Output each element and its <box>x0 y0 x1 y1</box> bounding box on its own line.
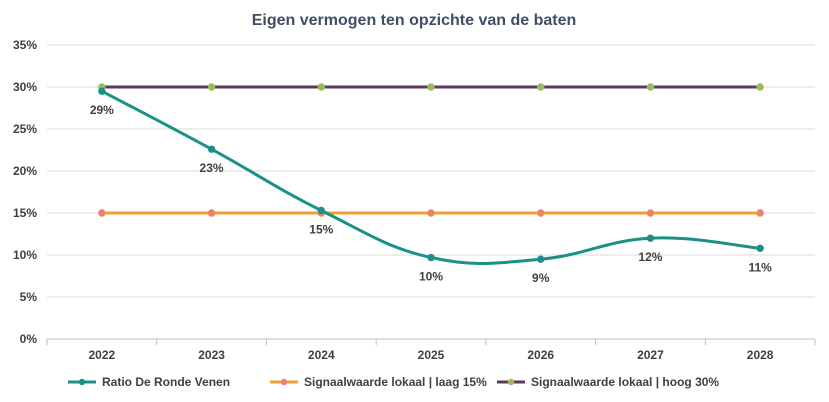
x-tick-label: 2022 <box>89 348 116 362</box>
data-point <box>646 234 655 242</box>
data-label: 9% <box>532 271 550 285</box>
legend-label: Ratio De Ronde Venen <box>102 375 230 389</box>
data-point <box>427 83 435 91</box>
y-tick-label: 25% <box>13 122 37 136</box>
chart-title: Eigen vermogen ten opzichte van de baten <box>252 12 577 29</box>
data-point <box>207 209 216 217</box>
data-point <box>537 255 545 263</box>
x-tick-label: 2026 <box>527 348 554 362</box>
data-label: 12% <box>638 250 662 264</box>
data-point <box>207 83 216 91</box>
x-tick-label: 2027 <box>637 348 664 362</box>
data-point <box>756 209 764 217</box>
data-point <box>207 145 216 153</box>
x-tick-label: 2028 <box>747 348 774 362</box>
data-label: 29% <box>90 103 114 117</box>
y-tick-label: 35% <box>13 38 37 52</box>
legend-marker <box>78 378 86 386</box>
y-axis-ticks: 0% 5% 10% 15% 20% 25% 30% 35% <box>13 38 37 346</box>
y-tick-label: 15% <box>13 206 37 220</box>
legend-label: Signaalwaarde lokaal | laag 15% <box>304 375 487 389</box>
data-label: 11% <box>748 260 772 274</box>
data-point <box>427 209 435 217</box>
y-tick-label: 30% <box>13 80 37 94</box>
y-tick-label: 20% <box>13 164 37 178</box>
data-point <box>98 87 106 95</box>
data-labels: 29% 23% 15% 10% 9% 12% 11% <box>90 103 772 285</box>
series-line <box>100 89 762 266</box>
data-point <box>427 253 435 262</box>
data-point <box>756 244 764 252</box>
data-point <box>756 83 764 91</box>
data-label: 10% <box>419 270 443 284</box>
series-layer <box>98 83 764 266</box>
x-tick-label: 2023 <box>198 348 225 362</box>
data-point <box>646 83 655 91</box>
x-axis-ticks: 2022 2023 2024 2025 2026 2027 2028 <box>89 348 774 362</box>
data-label: 23% <box>200 161 224 175</box>
legend-label: Signaalwaarde lokaal | hoog 30% <box>531 375 719 389</box>
data-label: 15% <box>309 222 333 236</box>
y-tick-label: 5% <box>20 290 38 304</box>
data-point <box>537 209 545 217</box>
legend: Ratio De Ronde Venen Signaalwaarde lokaal… <box>68 375 719 389</box>
data-point <box>317 206 325 215</box>
legend-marker <box>507 378 515 386</box>
y-tick-label: 10% <box>13 248 37 262</box>
x-tick-label: 2025 <box>418 348 445 362</box>
data-point <box>646 209 655 217</box>
data-point <box>98 209 106 217</box>
legend-marker <box>280 378 288 386</box>
data-point <box>317 83 325 91</box>
x-tick-label: 2024 <box>308 348 335 362</box>
data-point <box>537 83 545 91</box>
y-tick-label: 0% <box>20 332 38 346</box>
